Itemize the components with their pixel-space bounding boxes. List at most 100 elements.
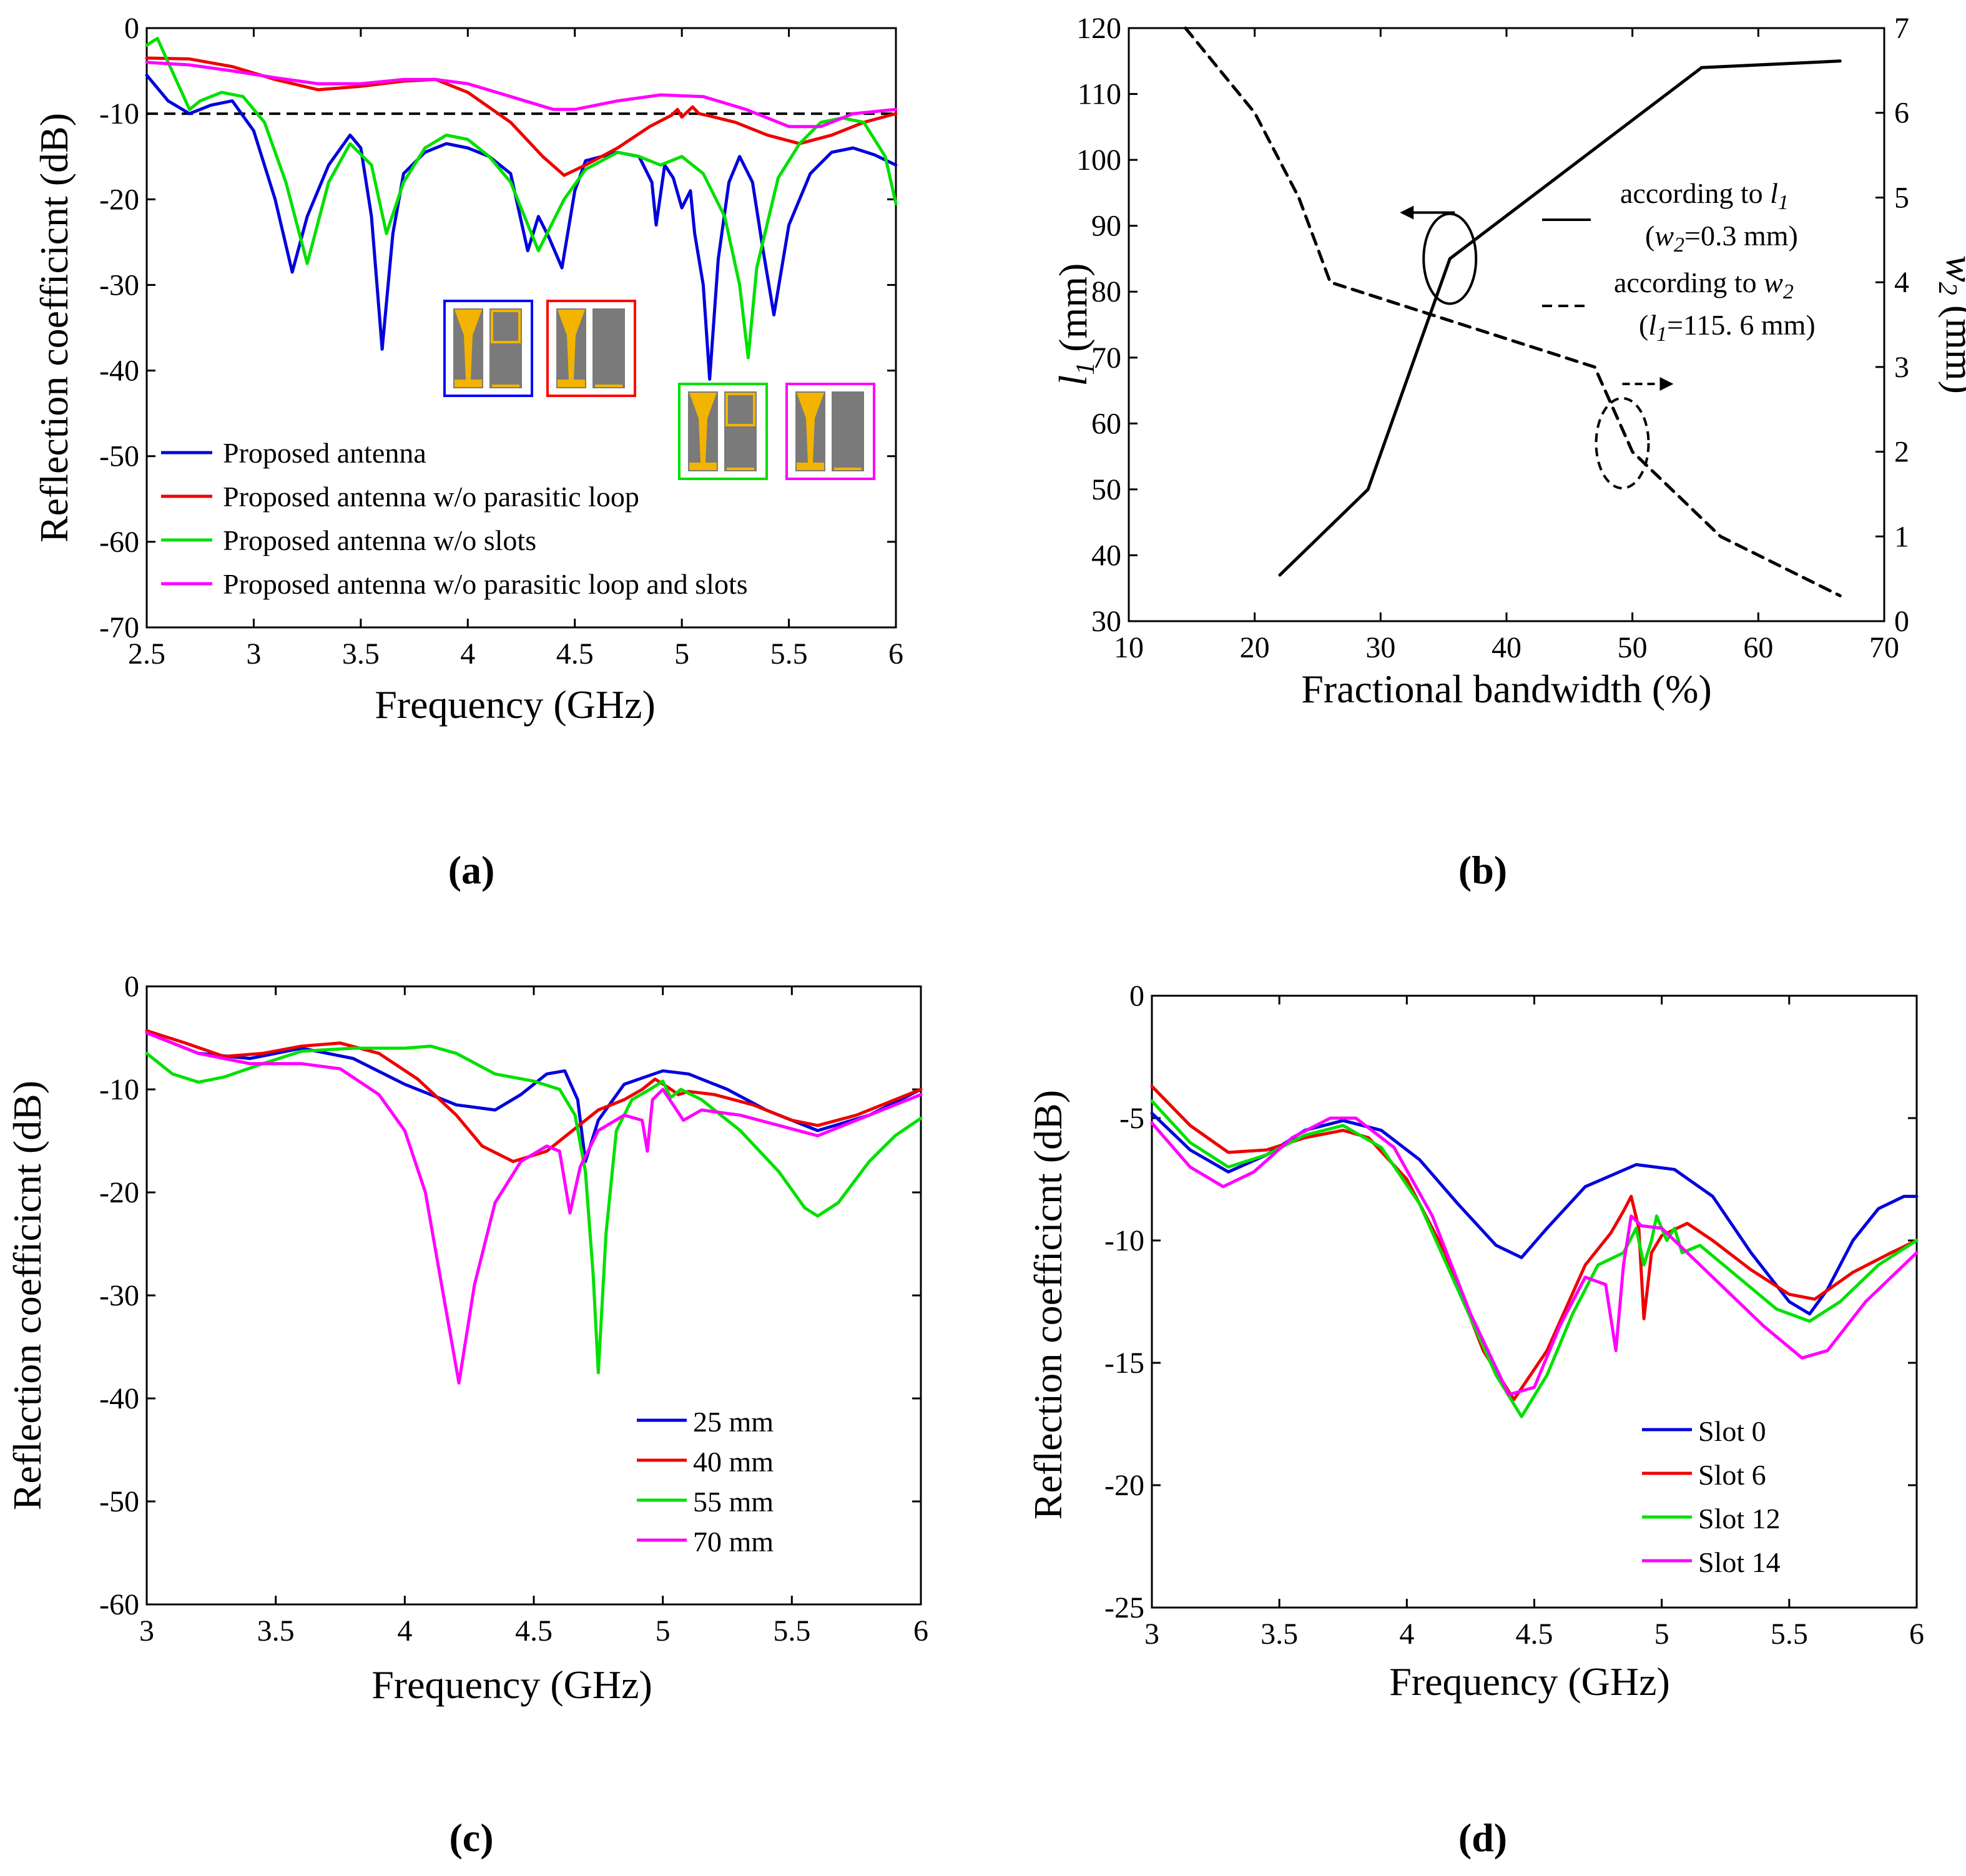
panel-a-xtick-label: 2.5 <box>128 637 165 670</box>
panel-d-plot-frame <box>1151 994 1918 1609</box>
panel-d-ytick-label: -10 <box>1104 1224 1144 1257</box>
panel-a-xtick-label: 3.5 <box>342 637 380 670</box>
panel-b-ytick-right-label: 7 <box>1894 12 1909 45</box>
inset-slot <box>473 351 479 354</box>
antenna-inset-1 <box>443 300 533 397</box>
inset-slot <box>576 360 582 363</box>
inset-ground <box>797 463 824 470</box>
panel-c-plot-frame <box>145 985 922 1606</box>
panel-a-xtick-label: 3 <box>246 637 261 670</box>
panel-d-legend-label: Slot 6 <box>1698 1459 1766 1491</box>
panel-c-xtick-label: 5.5 <box>773 1614 810 1648</box>
panel-c-ytick-label: -20 <box>99 1176 139 1209</box>
panel-c-legend-label: 70 mm <box>693 1526 774 1558</box>
panel-a-ytick-label: -50 <box>99 440 139 473</box>
inset-slot <box>473 360 479 363</box>
inset-slot <box>560 351 566 354</box>
panel-c-legend-label: 55 mm <box>693 1486 774 1518</box>
panel-label-d: (d) <box>1458 1815 1507 1860</box>
panel-b-xtick-label: 70 <box>1869 631 1899 664</box>
panel-c-legend-label: 40 mm <box>693 1446 774 1478</box>
panel-a-ytick-label: -70 <box>99 611 139 644</box>
inset-parasitic-loop <box>491 310 521 343</box>
panel-c-series-line-1 <box>145 1031 923 1163</box>
chart-panel-a: 2.5 3 3.5 4 4.5 5 5.5 6 0 -10 -20 -30 -40 -50 -60 -70 Fr… <box>32 12 903 727</box>
inset-slot <box>576 351 582 354</box>
panel-a-y-axis-label: Reflection coefficicnt (dB) <box>32 113 76 543</box>
chart-panel-b: 10 20 30 40 50 60 70 30 40 50 60 70 80 90 100 110 120 0 1 2… <box>1051 12 1966 711</box>
panel-a-series-line-1 <box>145 73 898 381</box>
panel-b-xtick-label: 10 <box>1114 631 1144 664</box>
panel-b-series-line-w2 <box>1184 26 1842 597</box>
panel-b-ytick-label: 80 <box>1091 275 1121 308</box>
panel-d-xtick-label: 4.5 <box>1516 1618 1553 1651</box>
panel-c-ytick-label: -10 <box>99 1073 139 1106</box>
antenna-inset-2 <box>546 300 636 397</box>
inset-slot <box>560 368 566 371</box>
panel-c-ytick-label: -50 <box>99 1485 139 1518</box>
panel-b-xtick-label: 40 <box>1492 631 1521 664</box>
panel-a-xtick-label: 5.5 <box>770 637 808 670</box>
panel-a-ytick-label: -20 <box>99 183 139 216</box>
panel-b-ytick-label: 40 <box>1091 539 1121 572</box>
panel-b-ytick-right-label: 3 <box>1894 351 1909 384</box>
panel-label-c: (c) <box>449 1815 493 1860</box>
antenna-inset-3 <box>678 383 768 480</box>
panel-a-xtick-label: 4.5 <box>556 637 594 670</box>
panel-b-ytick-label: 90 <box>1091 210 1121 243</box>
panel-a-xtick-label: 6 <box>888 637 903 670</box>
panel-b-legend-line1-1: according to l1 <box>1620 177 1789 214</box>
panel-b-ytick-label: 120 <box>1076 12 1121 45</box>
panel-a-ytick-label: -10 <box>99 97 139 130</box>
panel-d-y-axis-label: Reflection coefficicnt (dB) <box>1026 1090 1070 1520</box>
inset-feed-patch <box>455 310 482 380</box>
antenna-inset-4 <box>785 383 875 480</box>
panel-b-legend-line1-2: according to w2 <box>1614 267 1794 303</box>
panel-c-ytick-label: -30 <box>99 1279 139 1312</box>
panel-a-ytick-label: -40 <box>99 355 139 388</box>
panel-a-xtick-label: 4 <box>460 637 475 670</box>
panel-b-annotation-ellipse-w2 <box>1595 397 1650 489</box>
panel-c-xtick-label: 5 <box>656 1614 671 1648</box>
panel-c-ytick-label: -60 <box>99 1588 139 1621</box>
panel-c-legend-label: 25 mm <box>693 1406 774 1438</box>
panel-d-legend-label: Slot 12 <box>1698 1503 1781 1535</box>
panel-c-x-axis-label: Frequency (GHz) <box>371 1662 652 1707</box>
panel-b-arrowhead-l1 <box>1400 205 1414 220</box>
panel-b-y-axis-label-left: l1 (mm) <box>1051 263 1100 386</box>
panel-a-series-line-3 <box>145 37 898 360</box>
panel-c-xtick-label: 3.5 <box>257 1614 295 1648</box>
panel-d-ytick-label: 0 <box>1129 980 1144 1013</box>
panel-a-ytick-label: -30 <box>99 268 139 302</box>
panel-b-legend-line2-2: (l1=115. 6 mm) <box>1639 309 1816 346</box>
inset-ground <box>558 380 585 387</box>
panel-d-xtick-label: 5 <box>1654 1618 1669 1651</box>
panel-c-ytick-label: -40 <box>99 1382 139 1415</box>
panel-c-ytick-label: 0 <box>124 970 139 1003</box>
panel-c-xtick-label: 6 <box>913 1614 928 1648</box>
panel-b-ytick-label: 50 <box>1091 473 1121 506</box>
panel-b-series-line-l1 <box>1278 59 1842 577</box>
panel-label-a: (a) <box>448 848 495 892</box>
panel-d-series-line-4 <box>1150 1116 1919 1397</box>
panel-d-xtick-label: 4 <box>1399 1618 1414 1651</box>
panel-d-ytick-label: -5 <box>1119 1102 1144 1135</box>
panel-b-ytick-right-label: 5 <box>1894 181 1909 214</box>
panel-a-legend-label: Proposed antenna w/o parasitic loop and … <box>223 568 748 600</box>
inset-slot <box>457 368 463 371</box>
panel-b-ytick-label: 70 <box>1091 341 1121 375</box>
inset-slot <box>473 368 479 371</box>
panel-d-ytick-label: -15 <box>1104 1347 1144 1380</box>
inset-feed-patch <box>558 310 585 380</box>
inset-right-substrate <box>724 391 757 471</box>
inset-right-substrate <box>832 391 864 471</box>
panel-c-series-line-3 <box>145 1044 923 1375</box>
panel-b-x-axis-label: Fractional bandwidth (%) <box>1301 667 1712 711</box>
inset-feed-patch <box>797 393 824 463</box>
inset-slot <box>560 360 566 363</box>
panel-d-series-line-1 <box>1150 1111 1919 1316</box>
inset-slot <box>576 368 582 371</box>
panel-c-series-line-2 <box>145 1029 923 1163</box>
chart-panel-c: 3 3.5 4 4.5 5 5.5 6 0 -10 -20 -30 -40 -50 -60 Frequenc… <box>5 970 928 1707</box>
panel-d-x-axis-label: Frequency (GHz) <box>1389 1659 1670 1704</box>
